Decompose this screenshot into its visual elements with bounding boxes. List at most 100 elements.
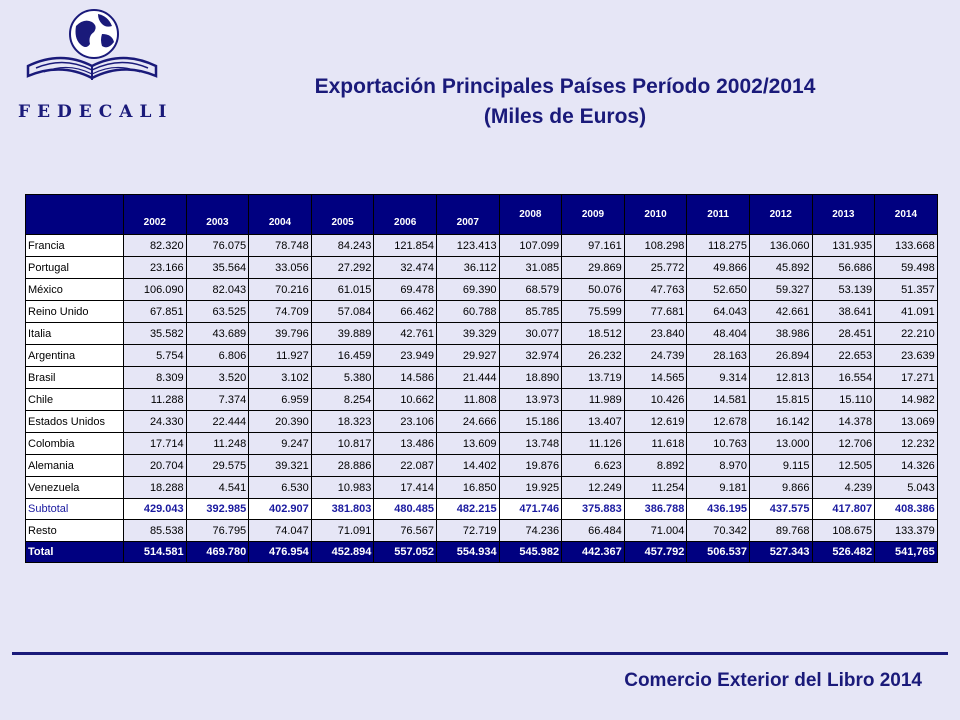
value-cell: 118.275	[686, 234, 750, 257]
value-cell: 469.780	[185, 541, 250, 563]
value-cell: 402.907	[248, 498, 312, 520]
row-label: Chile	[25, 388, 124, 411]
value-cell: 24.330	[123, 410, 187, 433]
value-cell: 26.232	[561, 344, 625, 367]
value-cell: 13.407	[561, 410, 625, 433]
row-label: Brasil	[25, 366, 124, 389]
value-cell: 76.795	[185, 519, 250, 542]
value-cell: 417.807	[811, 498, 876, 520]
value-cell: 13.719	[561, 366, 625, 389]
value-cell: 452.894	[310, 541, 375, 563]
value-cell: 69.390	[435, 278, 500, 301]
value-cell: 121.854	[373, 234, 437, 257]
table-row: Argentina 5.754 6.806 11.927 16.459 23.949 29.…	[25, 344, 938, 367]
value-cell: 11.808	[435, 388, 500, 411]
value-cell: 29.869	[561, 256, 625, 279]
value-cell: 27.292	[310, 256, 375, 279]
value-cell: 23.949	[373, 344, 437, 367]
value-cell: 13.748	[498, 432, 563, 455]
value-cell: 123.413	[435, 234, 500, 257]
table-row: Venezuela 18.288 4.541 6.530 10.983 17.414 16.…	[25, 476, 938, 499]
value-cell: 97.161	[561, 234, 625, 257]
value-cell: 24.666	[435, 410, 500, 433]
value-cell: 14.581	[686, 388, 750, 411]
row-label: Argentina	[25, 344, 124, 367]
export-table: 2002 2003 2004 2005 2006 2007 2008 2009 2010 2011…	[25, 194, 938, 563]
table-row: Chile 11.288 7.374 6.959 8.254 10.662 11.808 13…	[25, 388, 938, 411]
value-cell: 32.474	[373, 256, 437, 279]
logo-text: FEDECALI	[18, 102, 174, 122]
value-cell: 480.485	[373, 498, 437, 520]
value-cell: 57.084	[310, 300, 375, 323]
value-cell: 408.386	[874, 498, 938, 520]
value-cell: 50.076	[561, 278, 625, 301]
value-cell: 59.498	[874, 256, 938, 279]
value-cell: 28.163	[686, 344, 750, 367]
value-cell: 74.709	[248, 300, 312, 323]
value-cell: 71.004	[623, 519, 688, 542]
value-cell: 59.327	[748, 278, 813, 301]
value-cell: 16.554	[811, 366, 876, 389]
value-cell: 16.459	[310, 344, 375, 367]
value-cell: 15.815	[748, 388, 813, 411]
value-cell: 9.181	[686, 476, 750, 499]
value-cell: 392.985	[185, 498, 250, 520]
value-cell: 108.675	[811, 519, 876, 542]
value-cell: 84.243	[310, 234, 375, 257]
value-cell: 71.091	[310, 519, 375, 542]
value-cell: 39.889	[310, 322, 375, 345]
value-cell: 85.785	[498, 300, 563, 323]
subtotal-row: Subtotal 429.043 392.985 402.907 381.803 480.…	[25, 498, 938, 520]
value-cell: 26.894	[748, 344, 813, 367]
value-cell: 3.520	[185, 366, 250, 389]
value-cell: 51.357	[874, 278, 938, 301]
fedecali-logo: FEDECALI	[6, 4, 166, 124]
value-cell: 13.000	[748, 432, 813, 455]
value-cell: 82.043	[185, 278, 250, 301]
value-cell: 6.530	[248, 476, 312, 499]
value-cell: 38.986	[748, 322, 813, 345]
value-cell: 35.582	[123, 322, 187, 345]
value-cell: 74.236	[498, 519, 563, 542]
footer-text: Comercio Exterior del Libro 2014	[624, 670, 922, 691]
value-cell: 12.813	[748, 366, 813, 389]
value-cell: 76.075	[185, 234, 250, 257]
value-cell: 106.090	[123, 278, 187, 301]
title-line-1: Exportación Principales Países Período 2…	[314, 75, 816, 98]
table-row: Alemania 20.704 29.575 39.321 28.886 22.087 14…	[25, 454, 938, 477]
value-cell: 52.650	[686, 278, 750, 301]
value-cell: 9.866	[748, 476, 813, 499]
value-cell: 6.623	[561, 454, 625, 477]
column-header: 2002	[123, 194, 187, 235]
value-cell: 19.876	[498, 454, 563, 477]
value-cell: 14.565	[623, 366, 688, 389]
value-cell: 42.761	[373, 322, 437, 345]
table-row: Francia 82.320 76.075 78.748 84.243 121.854 12…	[25, 234, 938, 257]
value-cell: 14.586	[373, 366, 437, 389]
value-cell: 7.374	[185, 388, 250, 411]
value-cell: 10.662	[373, 388, 437, 411]
value-cell: 12.249	[561, 476, 625, 499]
page-title: Exportación Principales Países Período 2…	[150, 72, 960, 132]
value-cell: 29.927	[435, 344, 500, 367]
value-cell: 74.047	[248, 519, 312, 542]
value-cell: 11.248	[185, 432, 250, 455]
value-cell: 457.792	[623, 541, 688, 563]
value-cell: 10.817	[310, 432, 375, 455]
value-cell: 63.525	[185, 300, 250, 323]
value-cell: 78.748	[248, 234, 312, 257]
value-cell: 11.927	[248, 344, 312, 367]
value-cell: 24.739	[623, 344, 688, 367]
value-cell: 8.892	[623, 454, 688, 477]
value-cell: 21.444	[435, 366, 500, 389]
value-cell: 514.581	[123, 541, 187, 563]
value-cell: 386.788	[623, 498, 688, 520]
table-row: Estados Unidos 24.330 22.444 20.390 18.323 23…	[25, 410, 938, 433]
column-header: 2003	[185, 194, 250, 235]
value-cell: 30.077	[498, 322, 563, 345]
value-cell: 18.323	[310, 410, 375, 433]
value-cell: 16.850	[435, 476, 500, 499]
row-label: Italia	[25, 322, 124, 345]
table-row: Reino Unido 67.851 63.525 74.709 57.084 66.46…	[25, 300, 938, 323]
value-cell: 22.087	[373, 454, 437, 477]
